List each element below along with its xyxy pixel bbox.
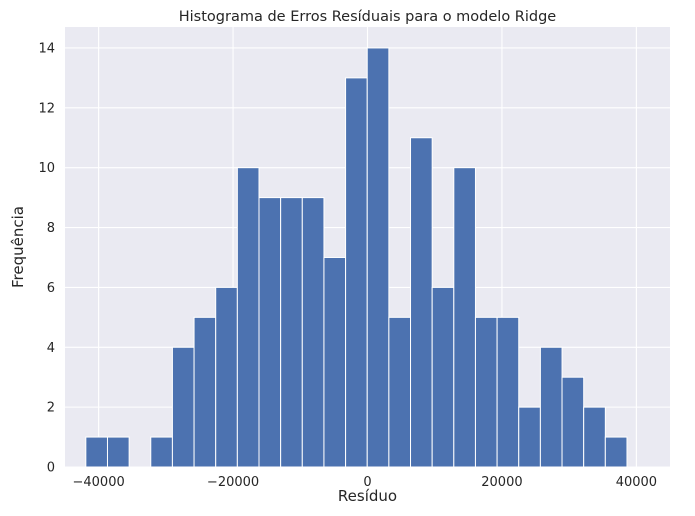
chart-title: Histograma de Erros Resíduais para o mod… [179, 9, 557, 25]
y-tick-label: 12 [38, 101, 55, 116]
x-tick-label: −40000 [72, 475, 124, 490]
x-tick-label: 0 [363, 475, 371, 490]
histogram-bar [301, 197, 325, 468]
histogram-bars [85, 47, 628, 468]
histogram-bar [431, 286, 455, 468]
x-tick-label: −20000 [207, 475, 259, 490]
histogram-bar [388, 316, 412, 468]
y-tick-label: 14 [38, 41, 55, 56]
y-axis-ticks: 0 2 4 6 8 10 12 14 [38, 41, 55, 475]
y-tick-label: 6 [47, 281, 55, 296]
histogram-bar [366, 47, 390, 468]
histogram-bar [539, 346, 563, 468]
x-axis-label: Resíduo [338, 487, 397, 505]
histogram-bar [518, 406, 541, 468]
y-tick-label: 2 [47, 401, 55, 416]
x-axis-ticks: −40000 −20000 0 20000 40000 [72, 475, 657, 490]
histogram-bar [85, 436, 108, 468]
y-axis-label: Frequência [9, 206, 27, 288]
histogram-bar [345, 77, 368, 468]
x-tick-label: 20000 [481, 475, 522, 490]
histogram-bar [410, 137, 433, 468]
histogram-bar [561, 376, 585, 468]
histogram-bar [215, 286, 238, 468]
histogram-bar [604, 436, 628, 468]
histogram-bar [323, 256, 347, 468]
y-tick-label: 4 [47, 341, 55, 356]
histogram-bar [106, 436, 130, 468]
y-tick-label: 8 [47, 221, 55, 236]
histogram-bar [583, 406, 606, 468]
histogram-bar [171, 346, 195, 468]
histogram-bar [236, 167, 260, 468]
histogram-bar [496, 316, 520, 468]
histogram-bar [150, 436, 173, 468]
y-tick-label: 0 [47, 461, 55, 476]
histogram-bar [193, 316, 217, 468]
histogram-bar [258, 197, 282, 468]
histogram-bar [474, 316, 498, 468]
histogram-bar [280, 197, 303, 468]
histogram-bar [453, 167, 476, 468]
y-tick-label: 10 [38, 161, 55, 176]
x-tick-label: 40000 [616, 475, 657, 490]
